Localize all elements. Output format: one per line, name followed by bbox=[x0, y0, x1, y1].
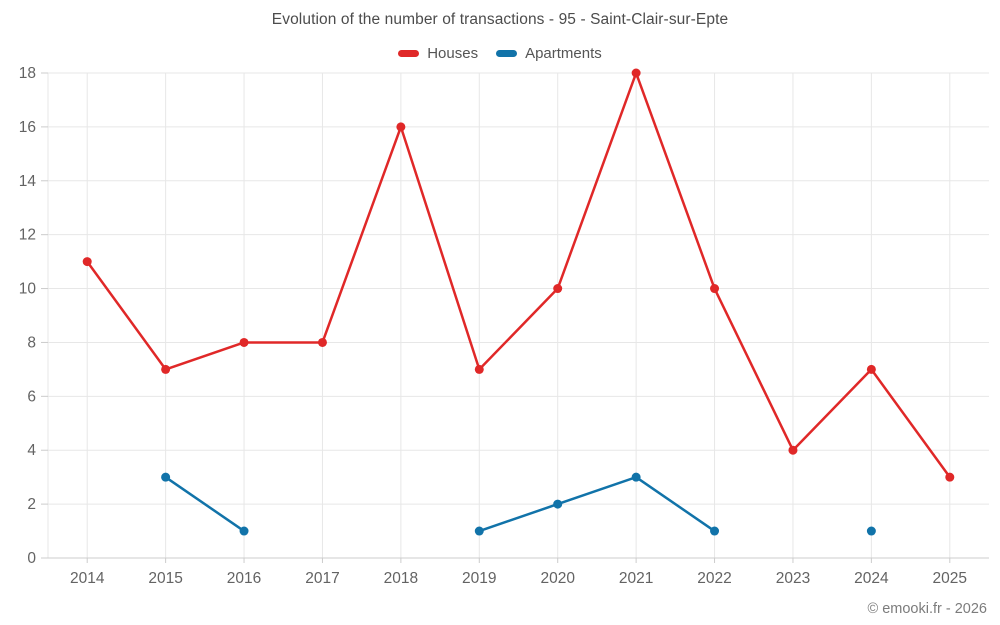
series-apartments bbox=[161, 472, 876, 536]
legend-item-houses[interactable]: Houses bbox=[398, 45, 478, 62]
data-point-apartments-2016[interactable] bbox=[239, 526, 249, 536]
series-line-houses bbox=[85, 71, 952, 479]
data-point-apartments-2022[interactable] bbox=[710, 526, 720, 536]
x-tick-label: 2020 bbox=[540, 570, 575, 587]
data-point-apartments-2024[interactable] bbox=[866, 526, 876, 536]
data-point-houses-2016[interactable] bbox=[239, 337, 249, 347]
data-point-houses-2014[interactable] bbox=[82, 257, 92, 267]
y-tick-label: 8 bbox=[27, 334, 36, 351]
legend-swatch-houses bbox=[398, 50, 420, 57]
gridlines bbox=[41, 72, 989, 563]
y-tick-label: 2 bbox=[27, 496, 36, 513]
x-axis-labels: 2014 2015 2016 2017 2018 2019 2020 2021 2022 2023… bbox=[70, 570, 967, 587]
x-tick-label: 2024 bbox=[854, 570, 889, 587]
data-point-houses-2021[interactable] bbox=[631, 68, 641, 78]
chart-title: Evolution of the number of transactions … bbox=[271, 11, 729, 28]
x-tick-label: 2025 bbox=[933, 570, 967, 587]
legend-swatch-apartments bbox=[496, 50, 518, 57]
x-tick-label: 2019 bbox=[462, 570, 496, 587]
legend-label: Houses bbox=[427, 45, 479, 62]
x-tick-label: 2021 bbox=[619, 570, 653, 587]
data-point-houses-2018[interactable] bbox=[396, 122, 406, 132]
legend-label: Apartments bbox=[525, 45, 602, 62]
x-tick-label: 2014 bbox=[70, 570, 105, 587]
data-point-apartments-2019[interactable] bbox=[474, 526, 484, 536]
y-tick-label: 12 bbox=[19, 227, 36, 244]
data-point-houses-2023[interactable] bbox=[788, 445, 798, 455]
data-point-houses-2022[interactable] bbox=[710, 284, 720, 294]
series-line-apartments bbox=[164, 475, 246, 533]
data-point-houses-2017[interactable] bbox=[317, 337, 327, 347]
y-axis-labels: 0 2 4 6 8 10 12 14 16 18 bbox=[19, 65, 37, 567]
x-tick-label: 2016 bbox=[227, 570, 261, 587]
x-tick-label: 2018 bbox=[384, 570, 418, 587]
series-houses bbox=[82, 68, 955, 482]
data-point-houses-2019[interactable] bbox=[474, 364, 484, 374]
y-tick-label: 6 bbox=[27, 388, 36, 405]
y-tick-label: 10 bbox=[19, 281, 37, 298]
x-tick-label: 2017 bbox=[305, 570, 339, 587]
y-tick-label: 14 bbox=[19, 173, 37, 190]
series-line-apartments bbox=[478, 475, 716, 533]
y-tick-label: 4 bbox=[27, 442, 36, 459]
x-tick-label: 2015 bbox=[148, 570, 182, 587]
data-point-houses-2015[interactable] bbox=[161, 364, 171, 374]
y-tick-label: 18 bbox=[19, 65, 36, 82]
data-point-apartments-2015[interactable] bbox=[161, 472, 171, 482]
legend-item-apartments[interactable]: Apartments bbox=[496, 45, 602, 62]
data-point-houses-2025[interactable] bbox=[945, 472, 955, 482]
y-tick-label: 16 bbox=[19, 119, 36, 136]
copyright-credit: © emooki.fr - 2026 bbox=[867, 601, 987, 617]
data-point-apartments-2021[interactable] bbox=[631, 472, 641, 482]
data-point-houses-2024[interactable] bbox=[866, 364, 876, 374]
data-point-apartments-2020[interactable] bbox=[553, 499, 563, 509]
y-tick-label: 0 bbox=[27, 550, 36, 567]
data-point-houses-2020[interactable] bbox=[553, 284, 563, 294]
legend: Houses Apartments bbox=[0, 45, 1000, 62]
x-tick-label: 2023 bbox=[776, 570, 810, 587]
x-tick-label: 2022 bbox=[697, 570, 731, 587]
